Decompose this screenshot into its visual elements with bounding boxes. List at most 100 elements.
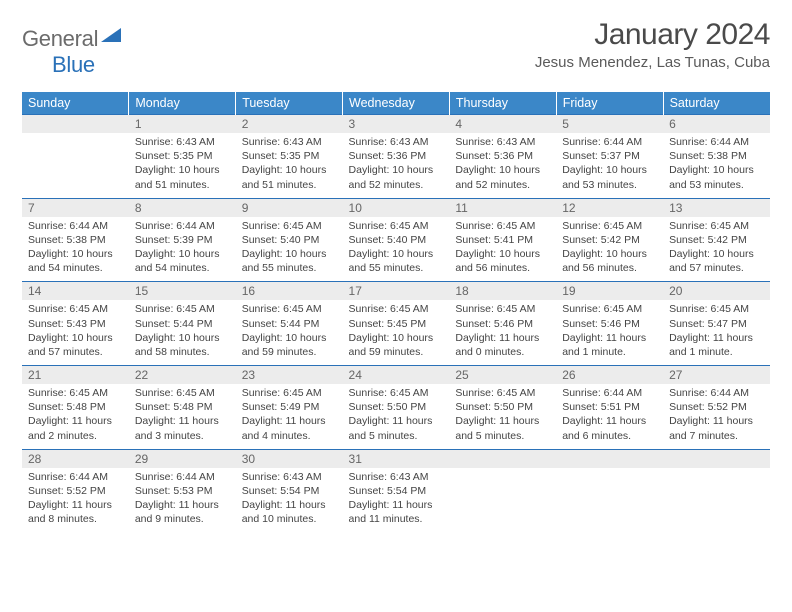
sunrise-text: Sunrise: 6:45 AM [349, 302, 444, 316]
day-content-cell: Sunrise: 6:44 AMSunset: 5:52 PMDaylight:… [663, 384, 770, 449]
daylight-text: Daylight: 10 hours and 51 minutes. [135, 163, 230, 191]
day-number-cell: 17 [343, 282, 450, 301]
day-content-cell: Sunrise: 6:43 AMSunset: 5:54 PMDaylight:… [343, 468, 450, 533]
sunset-text: Sunset: 5:38 PM [669, 149, 764, 163]
day-content-cell: Sunrise: 6:45 AMSunset: 5:42 PMDaylight:… [556, 217, 663, 282]
day-content-cell: Sunrise: 6:45 AMSunset: 5:50 PMDaylight:… [449, 384, 556, 449]
sunrise-text: Sunrise: 6:45 AM [349, 386, 444, 400]
day-number-row: 123456 [22, 115, 770, 134]
day-content-cell: Sunrise: 6:45 AMSunset: 5:46 PMDaylight:… [556, 300, 663, 365]
day-number-cell: 9 [236, 198, 343, 217]
daylight-text: Daylight: 11 hours and 6 minutes. [562, 414, 657, 442]
daylight-text: Daylight: 10 hours and 57 minutes. [28, 331, 123, 359]
day-number-cell: 2 [236, 115, 343, 134]
logo-text-general: General [22, 26, 98, 51]
sunset-text: Sunset: 5:47 PM [669, 317, 764, 331]
day-content-cell [22, 133, 129, 198]
day-content-cell: Sunrise: 6:45 AMSunset: 5:48 PMDaylight:… [22, 384, 129, 449]
day-number-cell: 23 [236, 366, 343, 385]
sunset-text: Sunset: 5:44 PM [242, 317, 337, 331]
sunset-text: Sunset: 5:54 PM [242, 484, 337, 498]
day-number-cell: 11 [449, 198, 556, 217]
weekday-header: Wednesday [343, 92, 450, 115]
day-number-cell: 21 [22, 366, 129, 385]
day-content-cell [663, 468, 770, 533]
daylight-text: Daylight: 11 hours and 9 minutes. [135, 498, 230, 526]
day-content-cell: Sunrise: 6:45 AMSunset: 5:49 PMDaylight:… [236, 384, 343, 449]
sunset-text: Sunset: 5:48 PM [135, 400, 230, 414]
logo-triangle-icon [101, 22, 121, 48]
day-number-cell: 4 [449, 115, 556, 134]
day-content-row: Sunrise: 6:44 AMSunset: 5:52 PMDaylight:… [22, 468, 770, 533]
sunset-text: Sunset: 5:35 PM [135, 149, 230, 163]
weekday-header: Saturday [663, 92, 770, 115]
daylight-text: Daylight: 10 hours and 56 minutes. [562, 247, 657, 275]
day-number-cell [556, 449, 663, 468]
day-number-cell [22, 115, 129, 134]
sunrise-text: Sunrise: 6:44 AM [562, 386, 657, 400]
day-content-row: Sunrise: 6:43 AMSunset: 5:35 PMDaylight:… [22, 133, 770, 198]
sunset-text: Sunset: 5:52 PM [669, 400, 764, 414]
day-content-cell: Sunrise: 6:45 AMSunset: 5:41 PMDaylight:… [449, 217, 556, 282]
daylight-text: Daylight: 10 hours and 57 minutes. [669, 247, 764, 275]
sunrise-text: Sunrise: 6:43 AM [349, 470, 444, 484]
day-number-cell: 20 [663, 282, 770, 301]
day-content-cell: Sunrise: 6:44 AMSunset: 5:38 PMDaylight:… [663, 133, 770, 198]
sunset-text: Sunset: 5:50 PM [455, 400, 550, 414]
day-content-cell: Sunrise: 6:44 AMSunset: 5:39 PMDaylight:… [129, 217, 236, 282]
daylight-text: Daylight: 10 hours and 59 minutes. [349, 331, 444, 359]
day-content-cell: Sunrise: 6:45 AMSunset: 5:44 PMDaylight:… [236, 300, 343, 365]
sunrise-text: Sunrise: 6:44 AM [669, 135, 764, 149]
sunrise-text: Sunrise: 6:43 AM [242, 135, 337, 149]
sunset-text: Sunset: 5:41 PM [455, 233, 550, 247]
daylight-text: Daylight: 10 hours and 52 minutes. [455, 163, 550, 191]
day-content-cell: Sunrise: 6:43 AMSunset: 5:54 PMDaylight:… [236, 468, 343, 533]
daylight-text: Daylight: 10 hours and 58 minutes. [135, 331, 230, 359]
day-number-cell: 26 [556, 366, 663, 385]
sunset-text: Sunset: 5:36 PM [455, 149, 550, 163]
day-content-cell: Sunrise: 6:45 AMSunset: 5:47 PMDaylight:… [663, 300, 770, 365]
page-header: General Blue January 2024 Jesus Menendez… [22, 18, 770, 84]
day-content-cell: Sunrise: 6:45 AMSunset: 5:48 PMDaylight:… [129, 384, 236, 449]
day-number-cell: 19 [556, 282, 663, 301]
day-content-cell: Sunrise: 6:45 AMSunset: 5:46 PMDaylight:… [449, 300, 556, 365]
sunrise-text: Sunrise: 6:43 AM [455, 135, 550, 149]
daylight-text: Daylight: 10 hours and 55 minutes. [349, 247, 444, 275]
sunrise-text: Sunrise: 6:43 AM [135, 135, 230, 149]
sunset-text: Sunset: 5:48 PM [28, 400, 123, 414]
sunset-text: Sunset: 5:37 PM [562, 149, 657, 163]
day-number-cell [449, 449, 556, 468]
sunrise-text: Sunrise: 6:45 AM [349, 219, 444, 233]
sunset-text: Sunset: 5:42 PM [669, 233, 764, 247]
sunrise-text: Sunrise: 6:44 AM [562, 135, 657, 149]
sunset-text: Sunset: 5:38 PM [28, 233, 123, 247]
sunrise-text: Sunrise: 6:45 AM [455, 302, 550, 316]
day-content-row: Sunrise: 6:45 AMSunset: 5:43 PMDaylight:… [22, 300, 770, 365]
sunset-text: Sunset: 5:44 PM [135, 317, 230, 331]
daylight-text: Daylight: 10 hours and 53 minutes. [669, 163, 764, 191]
sunset-text: Sunset: 5:46 PM [562, 317, 657, 331]
sunrise-text: Sunrise: 6:43 AM [242, 470, 337, 484]
daylight-text: Daylight: 10 hours and 53 minutes. [562, 163, 657, 191]
location-subtitle: Jesus Menendez, Las Tunas, Cuba [535, 54, 770, 71]
day-number-cell: 5 [556, 115, 663, 134]
day-number-row: 21222324252627 [22, 366, 770, 385]
daylight-text: Daylight: 11 hours and 7 minutes. [669, 414, 764, 442]
sunrise-text: Sunrise: 6:45 AM [669, 302, 764, 316]
day-number-cell: 14 [22, 282, 129, 301]
sunrise-text: Sunrise: 6:44 AM [669, 386, 764, 400]
day-number-cell: 28 [22, 449, 129, 468]
day-number-cell: 29 [129, 449, 236, 468]
logo-text-blue: Blue [52, 52, 95, 77]
sunset-text: Sunset: 5:51 PM [562, 400, 657, 414]
sunrise-text: Sunrise: 6:45 AM [28, 302, 123, 316]
daylight-text: Daylight: 11 hours and 0 minutes. [455, 331, 550, 359]
weekday-header-row: Sunday Monday Tuesday Wednesday Thursday… [22, 92, 770, 115]
day-number-row: 78910111213 [22, 198, 770, 217]
day-content-cell [449, 468, 556, 533]
day-content-cell: Sunrise: 6:45 AMSunset: 5:43 PMDaylight:… [22, 300, 129, 365]
day-content-cell: Sunrise: 6:44 AMSunset: 5:51 PMDaylight:… [556, 384, 663, 449]
daylight-text: Daylight: 11 hours and 1 minute. [669, 331, 764, 359]
day-content-cell: Sunrise: 6:44 AMSunset: 5:37 PMDaylight:… [556, 133, 663, 198]
sunrise-text: Sunrise: 6:43 AM [349, 135, 444, 149]
